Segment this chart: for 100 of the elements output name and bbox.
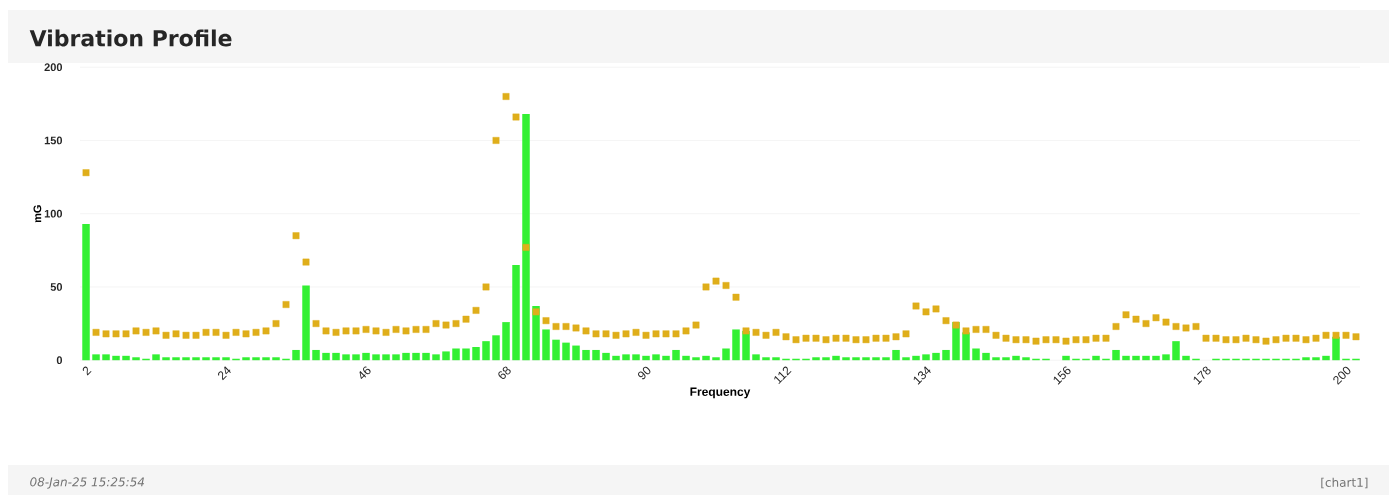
bar [732, 329, 740, 361]
bar [202, 357, 210, 361]
bar [502, 322, 510, 361]
bar [982, 352, 990, 361]
bar [432, 354, 440, 361]
bar [672, 349, 680, 361]
bar [132, 357, 140, 361]
x-tick-label: 68 [498, 366, 511, 379]
bar [882, 357, 890, 361]
x-tick-label: 112 [774, 366, 792, 385]
x-axis-title: Frequency [690, 387, 751, 399]
bar [182, 357, 190, 361]
bar [1002, 357, 1010, 361]
bar [562, 342, 570, 361]
bar [712, 357, 720, 361]
bar [312, 349, 320, 361]
bar [602, 352, 610, 361]
bar [422, 352, 430, 361]
bar [212, 357, 220, 361]
bar [652, 354, 660, 361]
bar [162, 357, 170, 361]
bar [622, 354, 630, 361]
x-tick-label: 90 [638, 366, 651, 380]
bar [1312, 357, 1320, 361]
bar [262, 357, 270, 361]
bar [1112, 349, 1120, 361]
bar [292, 349, 300, 361]
bar [942, 349, 950, 361]
bar [872, 357, 880, 361]
bar [912, 355, 920, 361]
bar [382, 354, 390, 361]
x-tick-label: 24 [218, 366, 231, 381]
bar [682, 355, 690, 361]
bar [842, 357, 850, 361]
bar [252, 357, 260, 361]
bar [662, 355, 670, 361]
bar [992, 357, 1000, 361]
bar [352, 354, 360, 361]
bar [392, 354, 400, 361]
x-tick-label: 156 [1053, 366, 1071, 385]
bar [482, 341, 490, 361]
bar [632, 354, 640, 361]
bar [472, 347, 480, 361]
bar [552, 339, 560, 361]
x-tick-label: 134 [913, 366, 931, 385]
y-tick-label: 100 [44, 209, 63, 218]
bar [832, 355, 840, 361]
bar [752, 354, 760, 361]
bar [92, 354, 100, 361]
bar [642, 355, 650, 361]
bar [122, 355, 130, 361]
bar [922, 354, 930, 361]
bar [1162, 354, 1170, 361]
y-tick-label: 150 [44, 136, 63, 145]
y-tick-label: 0 [56, 356, 63, 365]
bar [592, 349, 600, 361]
bar [892, 349, 900, 361]
x-tick-label: 46 [359, 366, 371, 380]
bar [372, 354, 380, 361]
bar [172, 357, 180, 361]
bar [462, 348, 470, 361]
bar [1182, 355, 1190, 361]
bar [242, 357, 250, 361]
bar [512, 264, 520, 361]
bar [1132, 355, 1140, 361]
text: [chart1] [1321, 477, 1368, 489]
bar [1152, 355, 1160, 361]
bar [822, 357, 830, 361]
bar [152, 354, 160, 361]
bar [82, 223, 90, 361]
bar [1092, 355, 1100, 361]
bar [1062, 355, 1070, 361]
bar [902, 357, 910, 361]
bar [192, 357, 200, 361]
bar [762, 357, 770, 361]
bar [722, 348, 730, 361]
bar [932, 352, 940, 361]
bar [342, 354, 350, 361]
bar [102, 354, 110, 361]
bar [862, 357, 870, 361]
bar [402, 352, 410, 361]
bar [852, 357, 860, 361]
bar [572, 345, 580, 361]
x-tick-label: 178 [1193, 366, 1211, 385]
bar [112, 355, 120, 361]
bar [332, 352, 340, 361]
bar [702, 355, 710, 361]
bar [1012, 355, 1020, 361]
y-axis-title: mG [33, 205, 42, 223]
y-tick-label: 200 [44, 63, 63, 72]
bar [972, 348, 980, 361]
bar [272, 357, 280, 361]
bar [412, 352, 420, 361]
bar [1302, 357, 1310, 361]
bar [1322, 355, 1330, 361]
bar [612, 355, 620, 361]
bar [1122, 355, 1130, 361]
bar [322, 352, 330, 361]
bar [362, 352, 370, 361]
bar [812, 357, 820, 361]
